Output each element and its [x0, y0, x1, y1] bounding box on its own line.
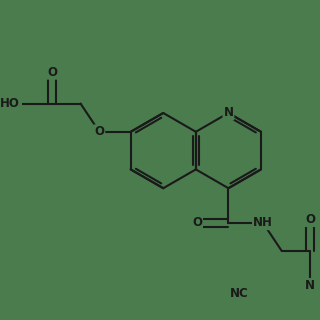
Text: NC: NC: [230, 287, 249, 300]
Text: N: N: [305, 279, 315, 292]
Text: O: O: [305, 213, 315, 226]
Text: HO: HO: [0, 97, 20, 110]
Text: O: O: [94, 125, 104, 138]
Text: N: N: [223, 107, 233, 119]
Text: NH: NH: [253, 216, 273, 229]
Text: O: O: [47, 66, 57, 79]
Text: O: O: [192, 216, 202, 229]
